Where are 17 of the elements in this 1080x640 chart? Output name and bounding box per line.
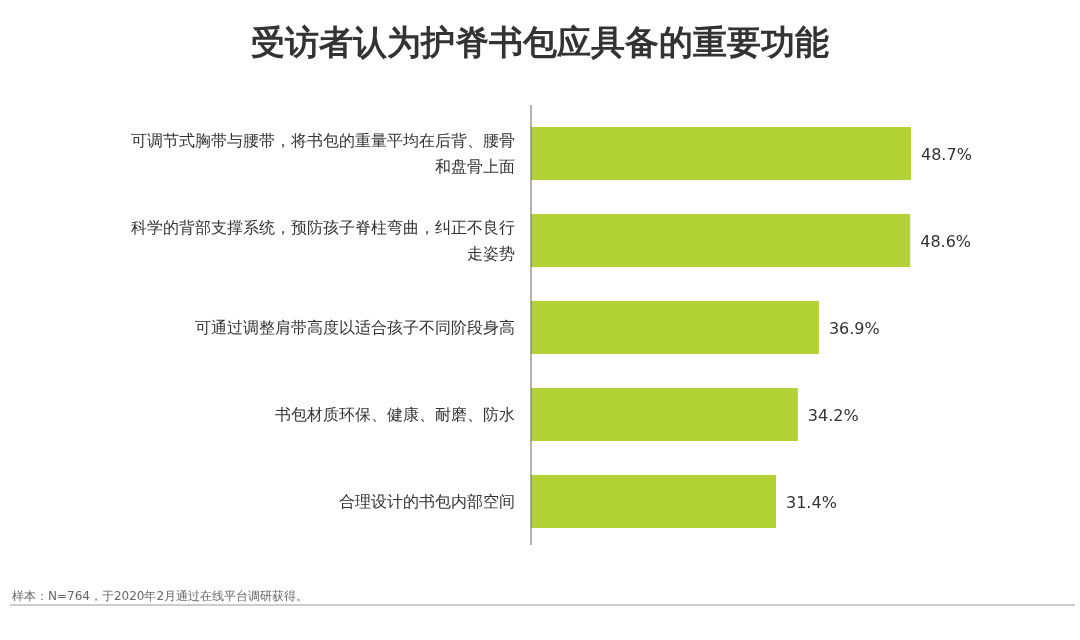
y-tick-label: 合理设计的书包内部空间 (339, 490, 515, 513)
bar (531, 474, 777, 529)
text: 样本：N=764，于2020年2月通过在线平台调研获得。 (12, 589, 309, 603)
data-label: 48.6% (920, 231, 972, 251)
bar (531, 300, 819, 355)
chart-title: 受访者认为护脊书包应具备的重要功能 (251, 22, 829, 62)
bar (531, 126, 911, 181)
data-label: 36.9% (828, 318, 880, 338)
y-tick-label: 书包材质环保、健康、耐磨、防水 (275, 403, 515, 426)
y-tick-label: 可通过调整肩带高度以适合孩子不同阶段身高 (195, 316, 515, 339)
bar (531, 213, 911, 268)
y-tick-label: 科学的背部支撑系统，预防孩子脊柱弯曲，纠正不良行走姿势 (130, 216, 515, 265)
data-label: 34.2% (807, 405, 859, 425)
y-tick-label: 可调节式胸带与腰带，将书包的重量平均在后背、腰骨和盘骨上面 (130, 129, 515, 178)
bar (531, 387, 798, 442)
data-label: 48.7% (921, 144, 972, 164)
data-label: 31.4% (786, 492, 837, 512)
